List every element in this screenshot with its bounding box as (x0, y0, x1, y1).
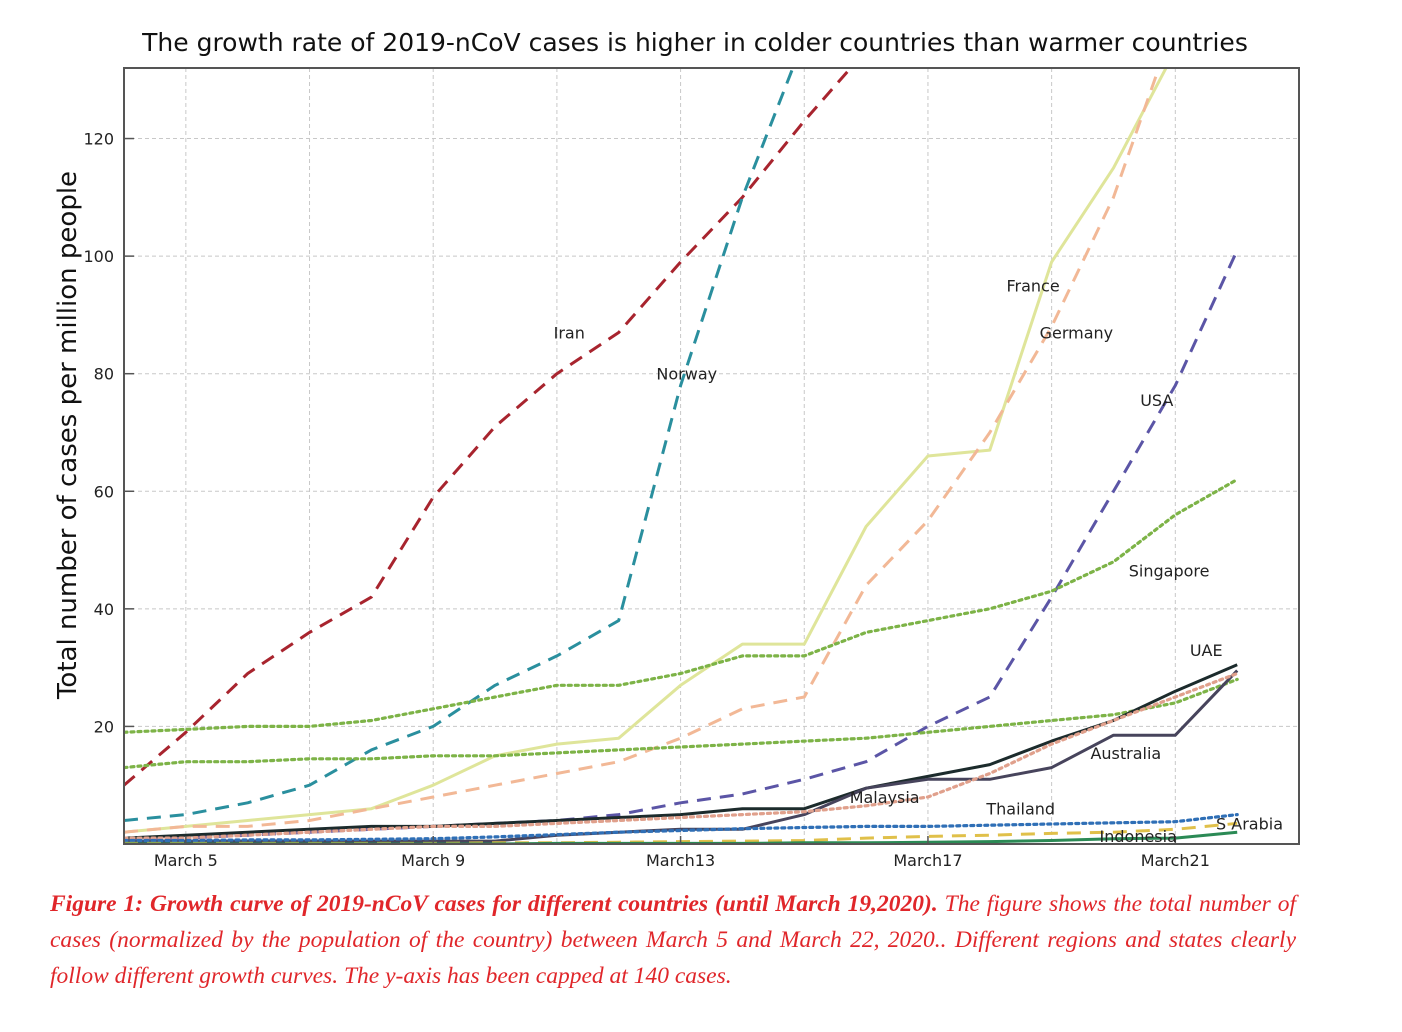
y-tick-label: 60 (94, 482, 114, 501)
series-line-france (124, 68, 1168, 834)
caption-bold: Figure 1: Growth curve of 2019-nCoV case… (50, 891, 938, 917)
series-lines (124, 68, 1239, 844)
series-line-unnamed-6 (124, 477, 1239, 734)
series-label-indonesia: Indonesia (1100, 827, 1177, 846)
line-chart: 20 40 60 80 100 120 March 5 March 9 March13 March… (83, 67, 1300, 870)
series-label-thailand: Thailand (985, 800, 1055, 819)
series-line-uae (124, 663, 1238, 840)
figure-caption: Figure 1: Growth curve of 2019-nCoV case… (50, 886, 1296, 994)
y-tick-label: 100 (83, 247, 114, 266)
series-label-s-arabia: S Arabia (1216, 814, 1283, 833)
series-line-norway (124, 68, 795, 822)
axis-ticks: 20 40 60 80 100 120 March 5 March 9 March13 March… (83, 130, 1209, 870)
series-line-iran (124, 68, 853, 787)
series-label-malaysia: Malaysia (850, 788, 920, 807)
x-tick-label: March17 (893, 851, 962, 870)
x-tick-label: March 5 (154, 851, 218, 870)
series-line-malaysia (124, 671, 1239, 840)
x-tick-label: March13 (646, 851, 715, 870)
series-line-thailand (124, 812, 1239, 843)
grid (124, 68, 1299, 844)
x-tick-label: March 9 (401, 851, 465, 870)
series-label-uae: UAE (1190, 641, 1223, 660)
series-label-singapore: Singapore (1129, 562, 1210, 581)
caption-text: The figure shows the total number of cas… (50, 891, 1296, 989)
series-label-norway: Norway (656, 365, 717, 384)
chart-title: The growth rate of 2019-nCoV cases is hi… (142, 28, 1248, 57)
series-label-france: France (1006, 276, 1059, 295)
y-tick-label: 20 (94, 717, 114, 736)
x-tick-label: March21 (1141, 851, 1210, 870)
series-label-germany: Germany (1040, 323, 1114, 342)
y-tick-label: 80 (94, 365, 114, 384)
series-line-singapore (124, 677, 1239, 770)
plot-frame (123, 67, 1300, 845)
series-label-usa: USA (1140, 391, 1173, 410)
y-tick-label: 40 (94, 600, 114, 619)
y-tick-label: 120 (83, 130, 114, 149)
series-label-australia: Australia (1090, 744, 1161, 763)
series-labels: Iran Norway France Germany USA Singapore UAE Au… (554, 276, 1283, 846)
series-label-iran: Iran (554, 323, 585, 342)
